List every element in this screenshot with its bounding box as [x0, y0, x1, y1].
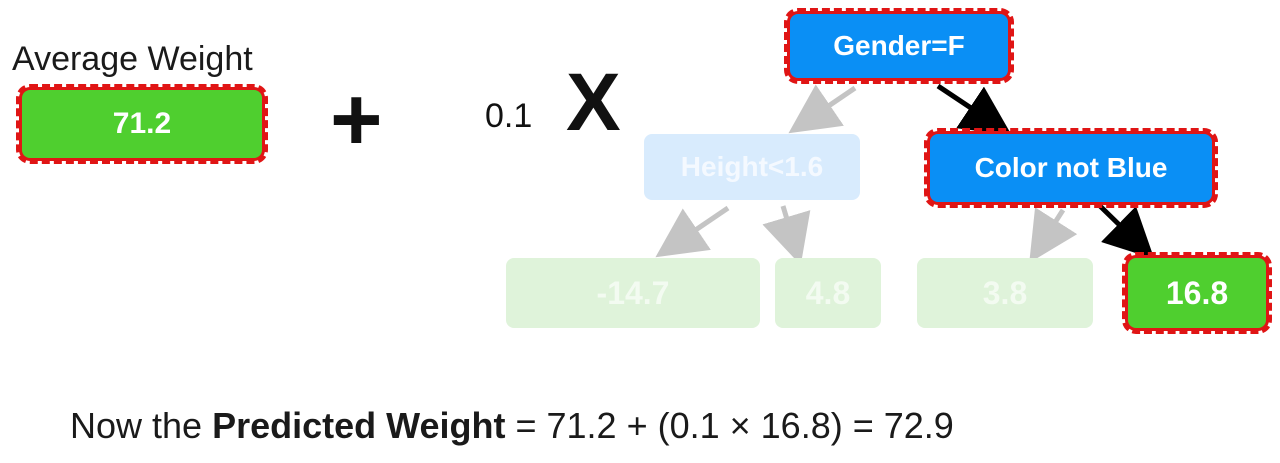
average-weight-value: 71.2: [112, 107, 172, 140]
leaf-2-value: 4.8: [805, 274, 851, 311]
arrow-left-to-leaf2: [762, 205, 811, 266]
arrow-right-to-leaf3: [1029, 207, 1078, 263]
arrow-root-to-left: [788, 84, 857, 134]
formula-bold: Predicted Weight: [212, 405, 506, 446]
tree-right-node: Color not Blue: [924, 128, 1218, 208]
learning-rate: 0.1: [485, 97, 533, 135]
leaf-4: 16.8: [1122, 252, 1272, 334]
tree-left-node: Height<1.6: [644, 134, 860, 200]
formula-rest: = 71.2 + (0.1 × 16.8) = 72.9: [505, 405, 954, 446]
leaf-3-value: 3.8: [982, 274, 1028, 311]
tree-right-label: Color not Blue: [974, 152, 1168, 183]
formula-prefix: Now the: [70, 405, 213, 446]
multiply-sign: X: [566, 57, 621, 148]
arrow-right-to-leaf4: [1098, 204, 1155, 259]
tree-left-label: Height<1.6: [680, 151, 824, 182]
prediction-formula: Now the Predicted Weight = 71.2 + (0.1 ×…: [70, 405, 954, 447]
plus-sign: +: [330, 70, 383, 170]
average-weight-box: 71.2: [16, 84, 268, 164]
tree-root-node: Gender=F: [784, 8, 1014, 84]
leaf-3: 3.8: [917, 258, 1093, 328]
arrow-left-to-leaf1: [655, 205, 730, 258]
tree-root-label: Gender=F: [833, 30, 965, 61]
leaf-1-value: -14.7: [596, 274, 670, 311]
leaf-4-value: 16.8: [1165, 274, 1229, 311]
leaf-1: -14.7: [506, 258, 760, 328]
arrow-root-to-right: [936, 83, 1012, 136]
average-weight-label: Average Weight: [12, 40, 253, 78]
leaf-2: 4.8: [775, 258, 881, 328]
